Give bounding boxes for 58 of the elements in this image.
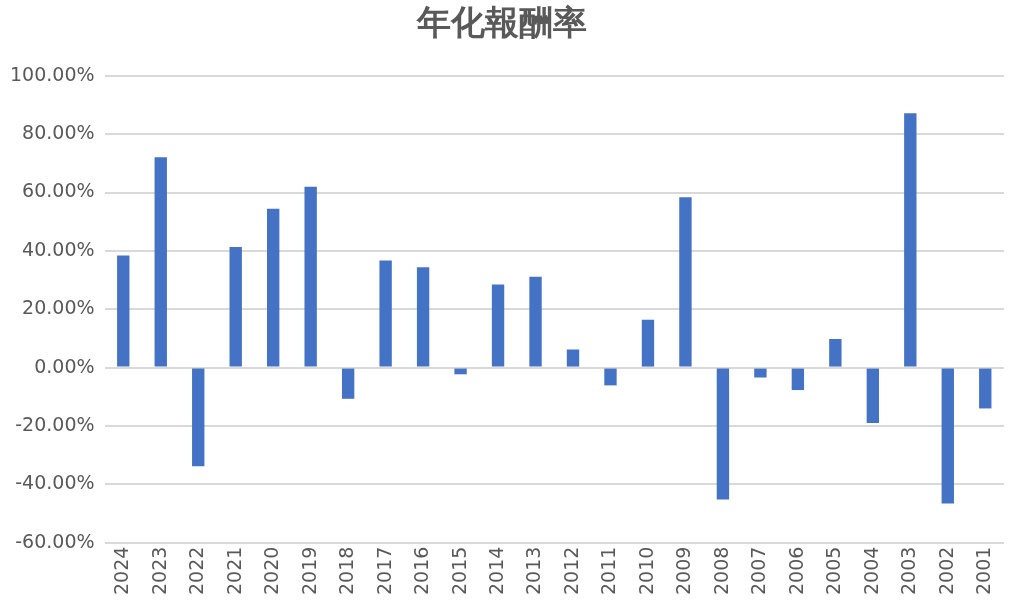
bar	[604, 368, 617, 386]
x-tick-label: 2012	[559, 546, 582, 596]
x-tick-label: 2013	[522, 546, 545, 596]
x-tick-label: 2009	[672, 546, 695, 596]
x-tick-label: 2002	[934, 546, 957, 596]
bar	[979, 368, 992, 409]
x-tick-label: 2019	[297, 546, 320, 596]
bar	[641, 319, 655, 367]
bar	[529, 276, 542, 367]
y-tick-label: 20.00%	[22, 296, 95, 319]
x-tick-label: 2022	[185, 546, 208, 596]
x-tick-label: 2007	[747, 546, 770, 596]
y-tick-label: 100.00%	[9, 62, 95, 85]
x-tick-label: 2021	[222, 546, 245, 596]
bar	[829, 338, 842, 367]
bar	[454, 368, 467, 375]
x-tick-label: 2001	[972, 546, 995, 596]
bar	[866, 368, 880, 424]
bar	[304, 186, 317, 367]
y-tick-label: -40.00%	[15, 471, 95, 494]
bar	[192, 368, 205, 467]
x-tick-label: 2023	[147, 546, 170, 596]
y-tick-label: 80.00%	[22, 121, 95, 144]
x-tick-label: 2018	[335, 546, 358, 596]
x-tick-label: 2017	[372, 546, 395, 596]
bar	[566, 349, 580, 367]
x-tick-label: 2024	[110, 546, 133, 596]
bar	[341, 368, 355, 399]
bar	[941, 368, 954, 504]
x-tick-label: 2010	[634, 546, 657, 596]
bar	[117, 255, 130, 367]
bar	[267, 208, 280, 367]
y-tick-label: -60.00%	[15, 529, 95, 552]
bar	[491, 284, 505, 367]
bar	[229, 247, 242, 367]
x-tick-label: 2016	[410, 546, 433, 596]
bar	[379, 260, 392, 367]
y-tick-label: -20.00%	[15, 412, 95, 435]
bar	[679, 197, 692, 367]
bar	[716, 368, 730, 500]
x-tick-label: 2014	[484, 546, 507, 596]
x-tick-label: 2006	[784, 546, 807, 596]
x-tick-label: 2004	[859, 546, 882, 596]
bar	[904, 113, 917, 367]
x-tick-label: 2020	[260, 546, 283, 596]
y-tick-label: 0.00%	[34, 354, 95, 377]
x-tick-label: 2003	[897, 546, 920, 596]
y-tick-label: 40.00%	[22, 237, 95, 260]
x-tick-label: 2008	[709, 546, 732, 596]
x-tick-label: 2005	[822, 546, 845, 596]
bar	[154, 157, 167, 367]
y-tick-label: 60.00%	[22, 179, 95, 202]
x-tick-label: 2011	[597, 546, 620, 596]
bar	[754, 368, 767, 378]
x-tick-label: 2015	[447, 546, 470, 596]
bar	[416, 267, 430, 367]
bar	[791, 368, 805, 391]
chart-title: 年化報酬率	[416, 2, 587, 43]
